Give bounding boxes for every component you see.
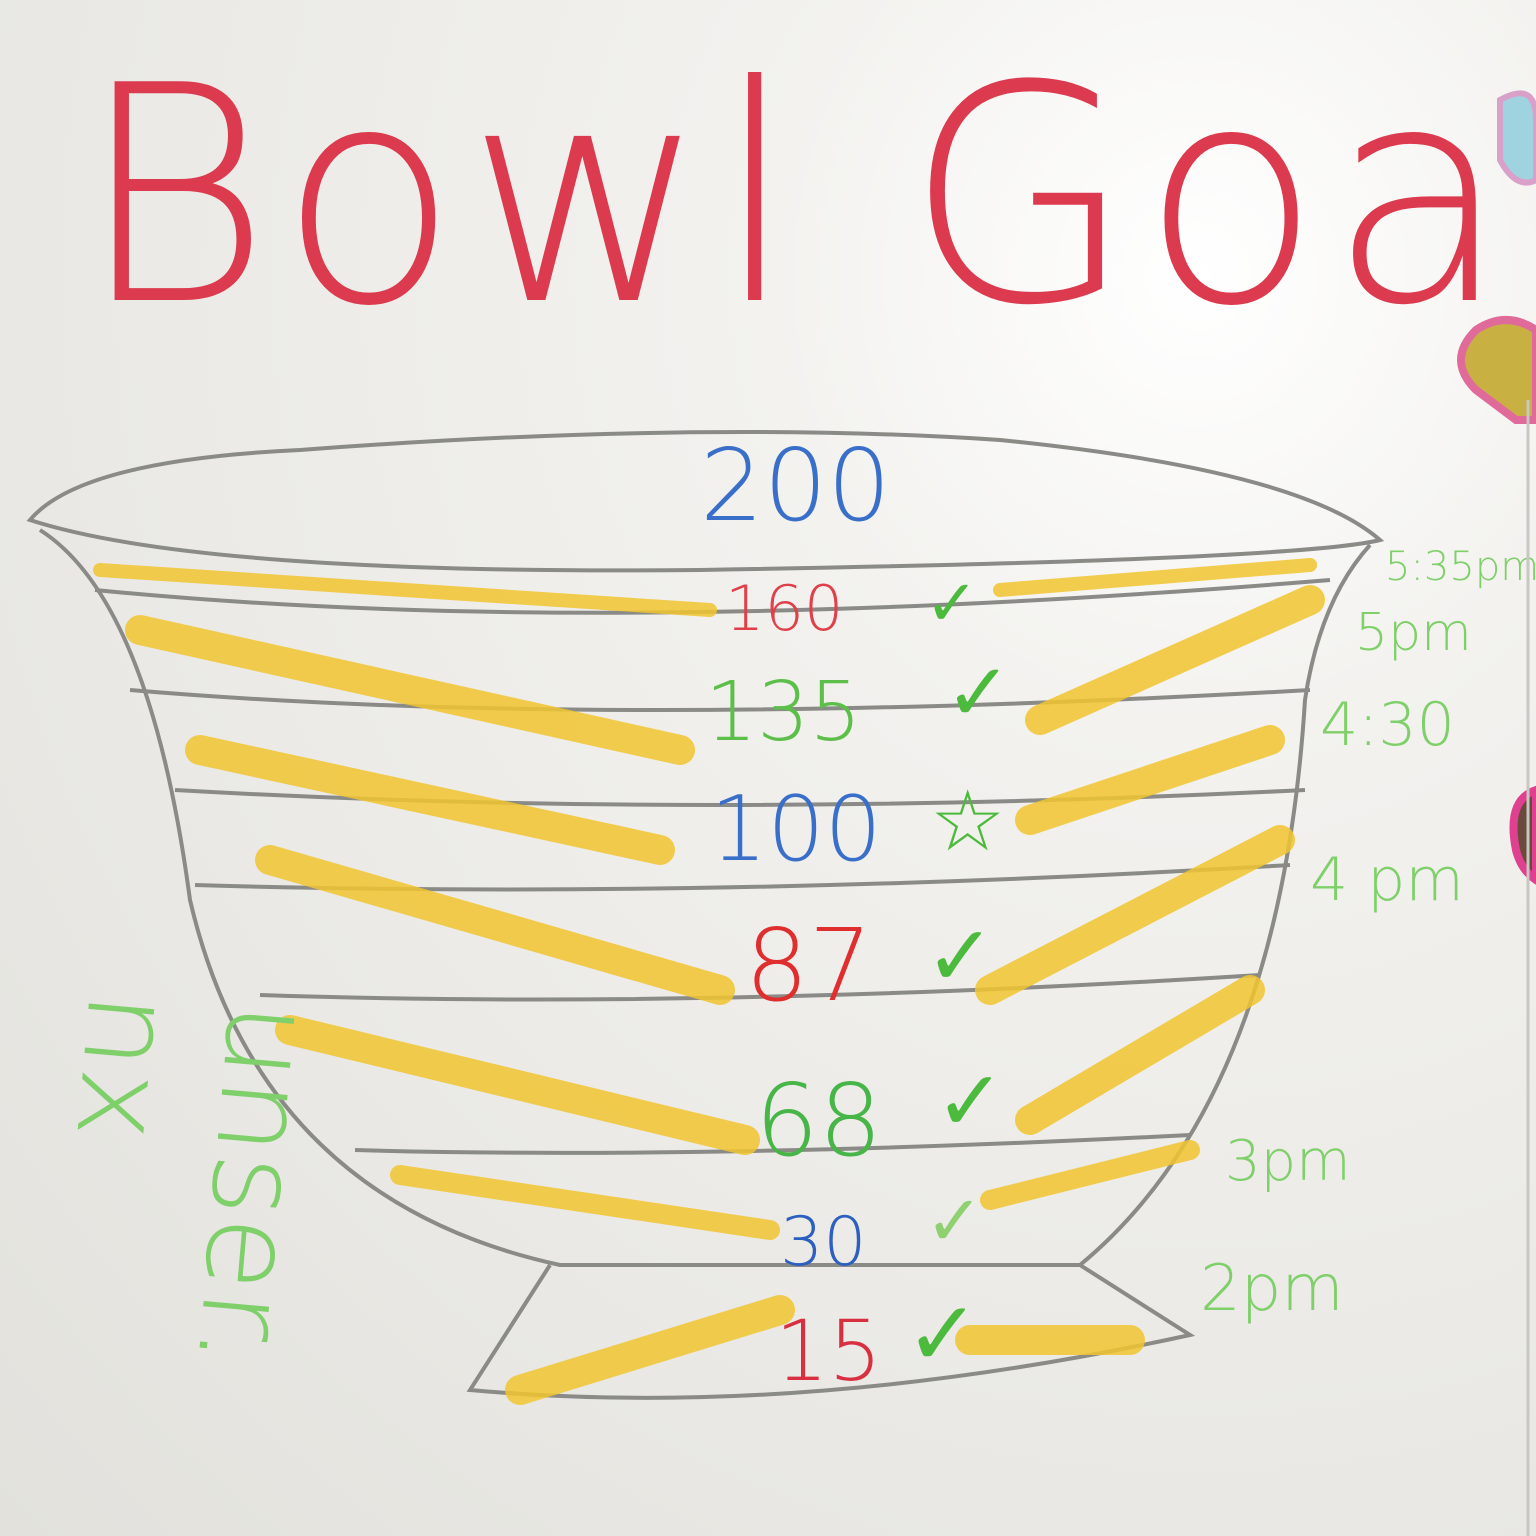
level-time: 5pm xyxy=(1355,603,1472,663)
level-value: 15 xyxy=(775,1302,882,1400)
check-icon: ✓ xyxy=(925,567,979,641)
check-icon: ✓ xyxy=(925,907,995,1005)
bowl-fill xyxy=(93,558,1325,1405)
level-value: 68 xyxy=(755,1062,882,1179)
levels: 160 ✓ 5:35pm 135 ✓ 5pm 100 ☆ 4:30 87 ✓ 4… xyxy=(705,544,1536,1400)
level-value: 135 xyxy=(705,665,862,760)
heart-sticker xyxy=(1457,316,1536,424)
goal-200: 200 xyxy=(700,427,891,544)
level-time: 4:30 xyxy=(1320,690,1455,760)
heart-sticker-2 xyxy=(1509,785,1536,885)
star-icon: ☆ xyxy=(930,772,1005,870)
check-icon: ✓ xyxy=(945,646,1012,739)
side-note: unser. nx xyxy=(48,987,339,1373)
level-time: 5:35pm xyxy=(1385,544,1536,590)
check-icon: ✓ xyxy=(905,1282,980,1387)
check-icon: ✓ xyxy=(925,1180,984,1262)
side-note-line: nx xyxy=(48,987,199,1146)
level-time: 3pm xyxy=(1225,1129,1351,1194)
level-time: 4 pm xyxy=(1310,845,1464,915)
level-time: 2pm xyxy=(1200,1252,1344,1326)
title: Bowl Goals! xyxy=(78,22,1536,371)
level-value: 87 xyxy=(745,907,872,1024)
sticker-top-right xyxy=(1497,90,1536,186)
check-icon: ✓ xyxy=(935,1052,1005,1150)
level-value: 30 xyxy=(780,1203,867,1282)
level-value: 100 xyxy=(710,777,882,882)
side-note-line: unser. xyxy=(169,997,339,1373)
level-value: 160 xyxy=(725,572,843,645)
